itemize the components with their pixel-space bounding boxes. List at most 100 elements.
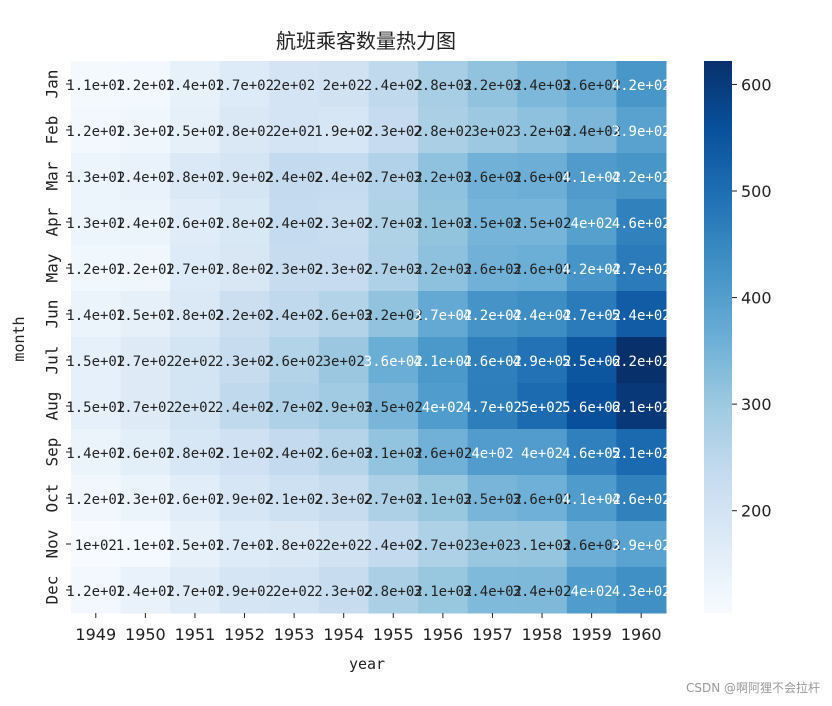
cell-annotation: 1.4e+02 bbox=[165, 78, 224, 94]
heatmap-cell bbox=[71, 429, 122, 476]
cell-annotation: 1.1e+02 bbox=[116, 538, 175, 554]
heatmap-cell bbox=[170, 153, 221, 200]
heatmap-cell bbox=[219, 521, 270, 568]
cell-annotation: 1.2e+02 bbox=[66, 492, 125, 508]
cell-annotation: 1.9e+02 bbox=[314, 124, 373, 140]
cell-annotation: 4.1e+02 bbox=[562, 492, 621, 508]
heatmap-cell bbox=[170, 291, 221, 338]
heatmap-cell bbox=[120, 337, 171, 384]
cell-annotation: 5.4e+02 bbox=[612, 308, 671, 324]
cell-annotation: 2.2e+02 bbox=[215, 308, 274, 324]
cell-annotation: 2.3e+02 bbox=[215, 354, 274, 370]
heatmap-cell bbox=[418, 107, 469, 154]
heatmap-cell bbox=[318, 291, 369, 338]
heatmap-cell bbox=[616, 291, 667, 338]
heatmap-cell bbox=[418, 61, 469, 108]
heatmap-cell bbox=[467, 475, 518, 522]
cell-annotation: 2.4e+02 bbox=[265, 170, 324, 186]
cell-annotation: 1.8e+02 bbox=[165, 308, 224, 324]
cell-annotation: 4.2e+02 bbox=[612, 78, 671, 94]
cell-annotation: 3.9e+02 bbox=[612, 124, 671, 140]
heatmap-cell bbox=[219, 383, 270, 430]
heatmap-cell bbox=[219, 199, 270, 246]
cell-annotation: 1.4e+02 bbox=[66, 446, 125, 462]
x-tick-label: 1951 bbox=[175, 625, 216, 644]
heatmap-cell bbox=[170, 61, 221, 108]
cell-annotation: 4.6e+02 bbox=[612, 492, 671, 508]
heatmap-cell bbox=[170, 245, 221, 292]
chart-title: 航班乘客数量热力图 bbox=[276, 29, 456, 53]
heatmap-cell bbox=[368, 475, 419, 522]
heatmap-cell bbox=[318, 61, 369, 108]
cell-annotation: 2.4e+02 bbox=[265, 216, 324, 232]
heatmap-cell bbox=[71, 475, 122, 522]
cell-annotation: 2.7e+02 bbox=[364, 216, 423, 232]
cell-annotation: 5e+02 bbox=[521, 400, 563, 416]
cell-annotation: 1.9e+02 bbox=[215, 492, 274, 508]
x-tick-label: 1959 bbox=[571, 625, 612, 644]
cell-annotation: 1.8e+02 bbox=[165, 170, 224, 186]
cell-annotation: 1.8e+02 bbox=[215, 216, 274, 232]
x-tick-label: 1958 bbox=[522, 625, 563, 644]
heatmap-cell bbox=[418, 199, 469, 246]
heatmap-cell bbox=[566, 291, 617, 338]
cell-annotation: 3.6e+02 bbox=[364, 354, 423, 370]
heatmap-cell bbox=[616, 429, 667, 476]
heatmap-cell bbox=[467, 107, 518, 154]
y-tick-label: Jul bbox=[43, 346, 62, 375]
heatmap-cell bbox=[71, 567, 122, 614]
cell-annotation: 3.4e+02 bbox=[463, 584, 522, 600]
heatmap-cell bbox=[71, 153, 122, 200]
heatmap-cell bbox=[318, 153, 369, 200]
cell-annotation: 2.3e+02 bbox=[314, 216, 373, 232]
heatmap-cell bbox=[120, 291, 171, 338]
heatmap-cell bbox=[418, 429, 469, 476]
cell-annotation: 1.3e+02 bbox=[66, 170, 125, 186]
cell-annotation: 3.1e+02 bbox=[413, 492, 472, 508]
heatmap-cell bbox=[566, 337, 617, 384]
heatmap-cell bbox=[418, 337, 469, 384]
heatmap-cell bbox=[467, 245, 518, 292]
heatmap-cell bbox=[566, 567, 617, 614]
heatmap-cell bbox=[318, 337, 369, 384]
cell-annotation: 1.2e+02 bbox=[116, 78, 175, 94]
heatmap-cell bbox=[71, 521, 122, 568]
heatmap-cells bbox=[71, 61, 667, 614]
cell-annotation: 1.2e+02 bbox=[66, 584, 125, 600]
y-tick-label: Feb bbox=[43, 116, 62, 145]
heatmap-cell bbox=[517, 61, 568, 108]
cell-annotation: 3.6e+02 bbox=[562, 78, 621, 94]
cell-annotation: 4e+02 bbox=[422, 400, 464, 416]
x-tick-label: 1960 bbox=[621, 625, 662, 644]
heatmap-cell bbox=[517, 521, 568, 568]
cell-annotation: 2.8e+02 bbox=[413, 78, 472, 94]
heatmap-cell bbox=[566, 521, 617, 568]
heatmap-cell bbox=[566, 153, 617, 200]
heatmap-cell bbox=[616, 337, 667, 384]
cell-annotation: 3.6e+02 bbox=[513, 262, 572, 278]
heatmap-cell bbox=[318, 383, 369, 430]
cell-annotation: 2.6e+02 bbox=[314, 308, 373, 324]
heatmap-cell bbox=[517, 337, 568, 384]
y-axis-ticks: Jan Feb Mar Apr May Jun Jul Aug Sep Oct Nov Dec bbox=[43, 70, 71, 604]
cell-annotation: 3.4e+02 bbox=[513, 78, 572, 94]
heatmap-cell bbox=[269, 245, 320, 292]
cell-annotation: 3.6e+02 bbox=[413, 446, 472, 462]
heatmap-cell bbox=[616, 245, 667, 292]
cell-annotation: 2.3e+02 bbox=[314, 262, 373, 278]
heatmap-cell bbox=[120, 567, 171, 614]
heatmap-cell bbox=[517, 245, 568, 292]
heatmap-cell bbox=[318, 199, 369, 246]
heatmap-cell bbox=[566, 245, 617, 292]
cell-annotation: 3.1e+02 bbox=[364, 446, 423, 462]
heatmap-cell bbox=[517, 383, 568, 430]
heatmap-cell bbox=[616, 567, 667, 614]
cell-annotation: 1.8e+02 bbox=[215, 262, 274, 278]
heatmap-cell bbox=[120, 383, 171, 430]
cell-annotation: 2e+02 bbox=[323, 78, 365, 94]
cell-annotation: 2.1e+02 bbox=[265, 492, 324, 508]
cell-annotation: 2.6e+02 bbox=[265, 354, 324, 370]
heatmap-cell bbox=[170, 107, 221, 154]
cell-annotation: 1.4e+02 bbox=[116, 170, 175, 186]
cell-annotation: 2e+02 bbox=[273, 78, 315, 94]
